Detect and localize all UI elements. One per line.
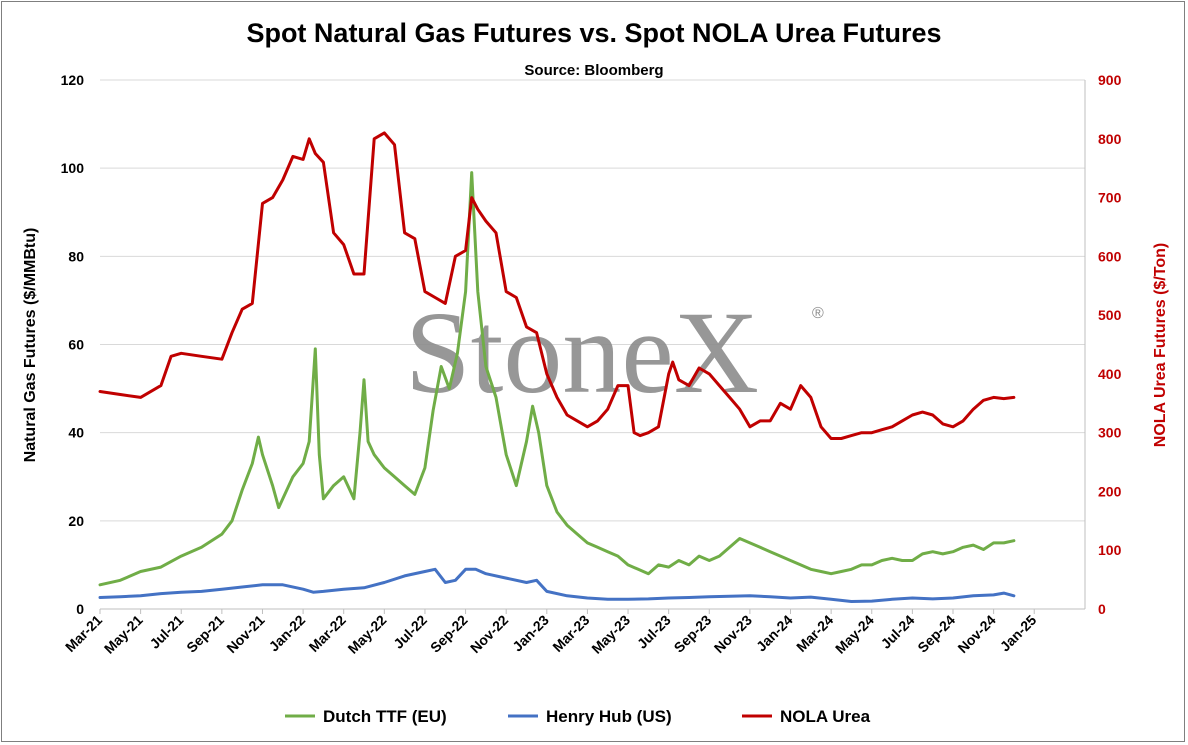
x-tick-label: May-23 [588,612,633,657]
x-tick-label: Sep-22 [427,612,471,656]
x-tick-label: Jul-23 [634,612,674,652]
x-tick-label: Nov-22 [467,612,511,656]
y-left-tick-label: 120 [61,72,85,88]
chart-title: Spot Natural Gas Futures vs. Spot NOLA U… [246,18,941,48]
y-right-tick-label: 400 [1098,366,1122,382]
series-line-2 [98,131,1016,440]
legend-label-0: Dutch TTF (EU) [323,707,447,726]
x-tick-label: Mar-24 [793,612,836,655]
y-right-tick-label: 300 [1098,425,1122,441]
x-tick-label: Mar-21 [62,612,105,655]
y-right-tick-label: 700 [1098,190,1122,206]
x-tick-label: Mar-23 [549,612,592,655]
y-right-tick-label: 500 [1098,307,1122,323]
x-tick-label: Jan-22 [266,612,309,655]
legend: Dutch TTF (EU) Henry Hub (US) NOLA Urea [285,707,871,726]
x-tick-label: May-21 [101,612,146,657]
y-right-tick-label: 200 [1098,483,1122,499]
x-tick-label: May-24 [832,612,877,657]
x-tick-label: Jul-22 [390,612,430,652]
x-tick-label: May-22 [345,612,390,657]
watermark-registered: ® [812,305,824,322]
legend-label-2: NOLA Urea [780,707,871,726]
x-tick-label: Nov-21 [223,612,267,656]
legend-label-1: Henry Hub (US) [546,707,672,726]
x-tick-label: Jul-24 [878,612,918,652]
x-tick-label: Nov-24 [954,612,998,656]
chart-subtitle: Source: Bloomberg [524,62,663,79]
x-tick-label: Jan-23 [509,612,552,655]
y-axis-label-left: Natural Gas Futures ($/MMBtu) [22,228,39,463]
x-tick-label: Jan-24 [753,612,796,655]
x-tick-label: Nov-23 [711,612,755,656]
series-line-0 [98,171,1016,587]
x-tick-label: Sep-24 [914,612,958,656]
y-right-tick-label: 0 [1098,601,1106,617]
x-tick-label: Sep-23 [671,612,715,656]
x-tick-label: Jan-25 [997,612,1040,655]
y-right-tick-label: 600 [1098,248,1122,264]
left-axis-ticks: 0 20 40 60 80 100 120 [61,72,85,617]
series-layer [98,131,1016,603]
series-line-1 [98,567,1016,603]
y-left-tick-label: 60 [68,337,84,353]
y-right-tick-label: 900 [1098,72,1122,88]
y-left-tick-label: 100 [61,160,85,176]
y-axis-label-right: NOLA Urea Futures ($/Ton) [1152,243,1169,447]
x-tick-label: Jul-21 [146,612,186,652]
x-tick-label: Sep-21 [183,612,227,656]
x-tick-label: Mar-22 [306,612,349,655]
right-axis-ticks: 0 100 200 300 400 500 600 700 800 900 [1098,72,1122,617]
axes [100,80,1086,610]
y-left-tick-label: 80 [68,248,84,264]
y-left-tick-label: 40 [68,425,84,441]
y-right-tick-label: 800 [1098,131,1122,147]
y-left-tick-label: 0 [76,601,84,617]
y-left-tick-label: 20 [68,513,84,529]
y-right-tick-label: 100 [1098,542,1122,558]
